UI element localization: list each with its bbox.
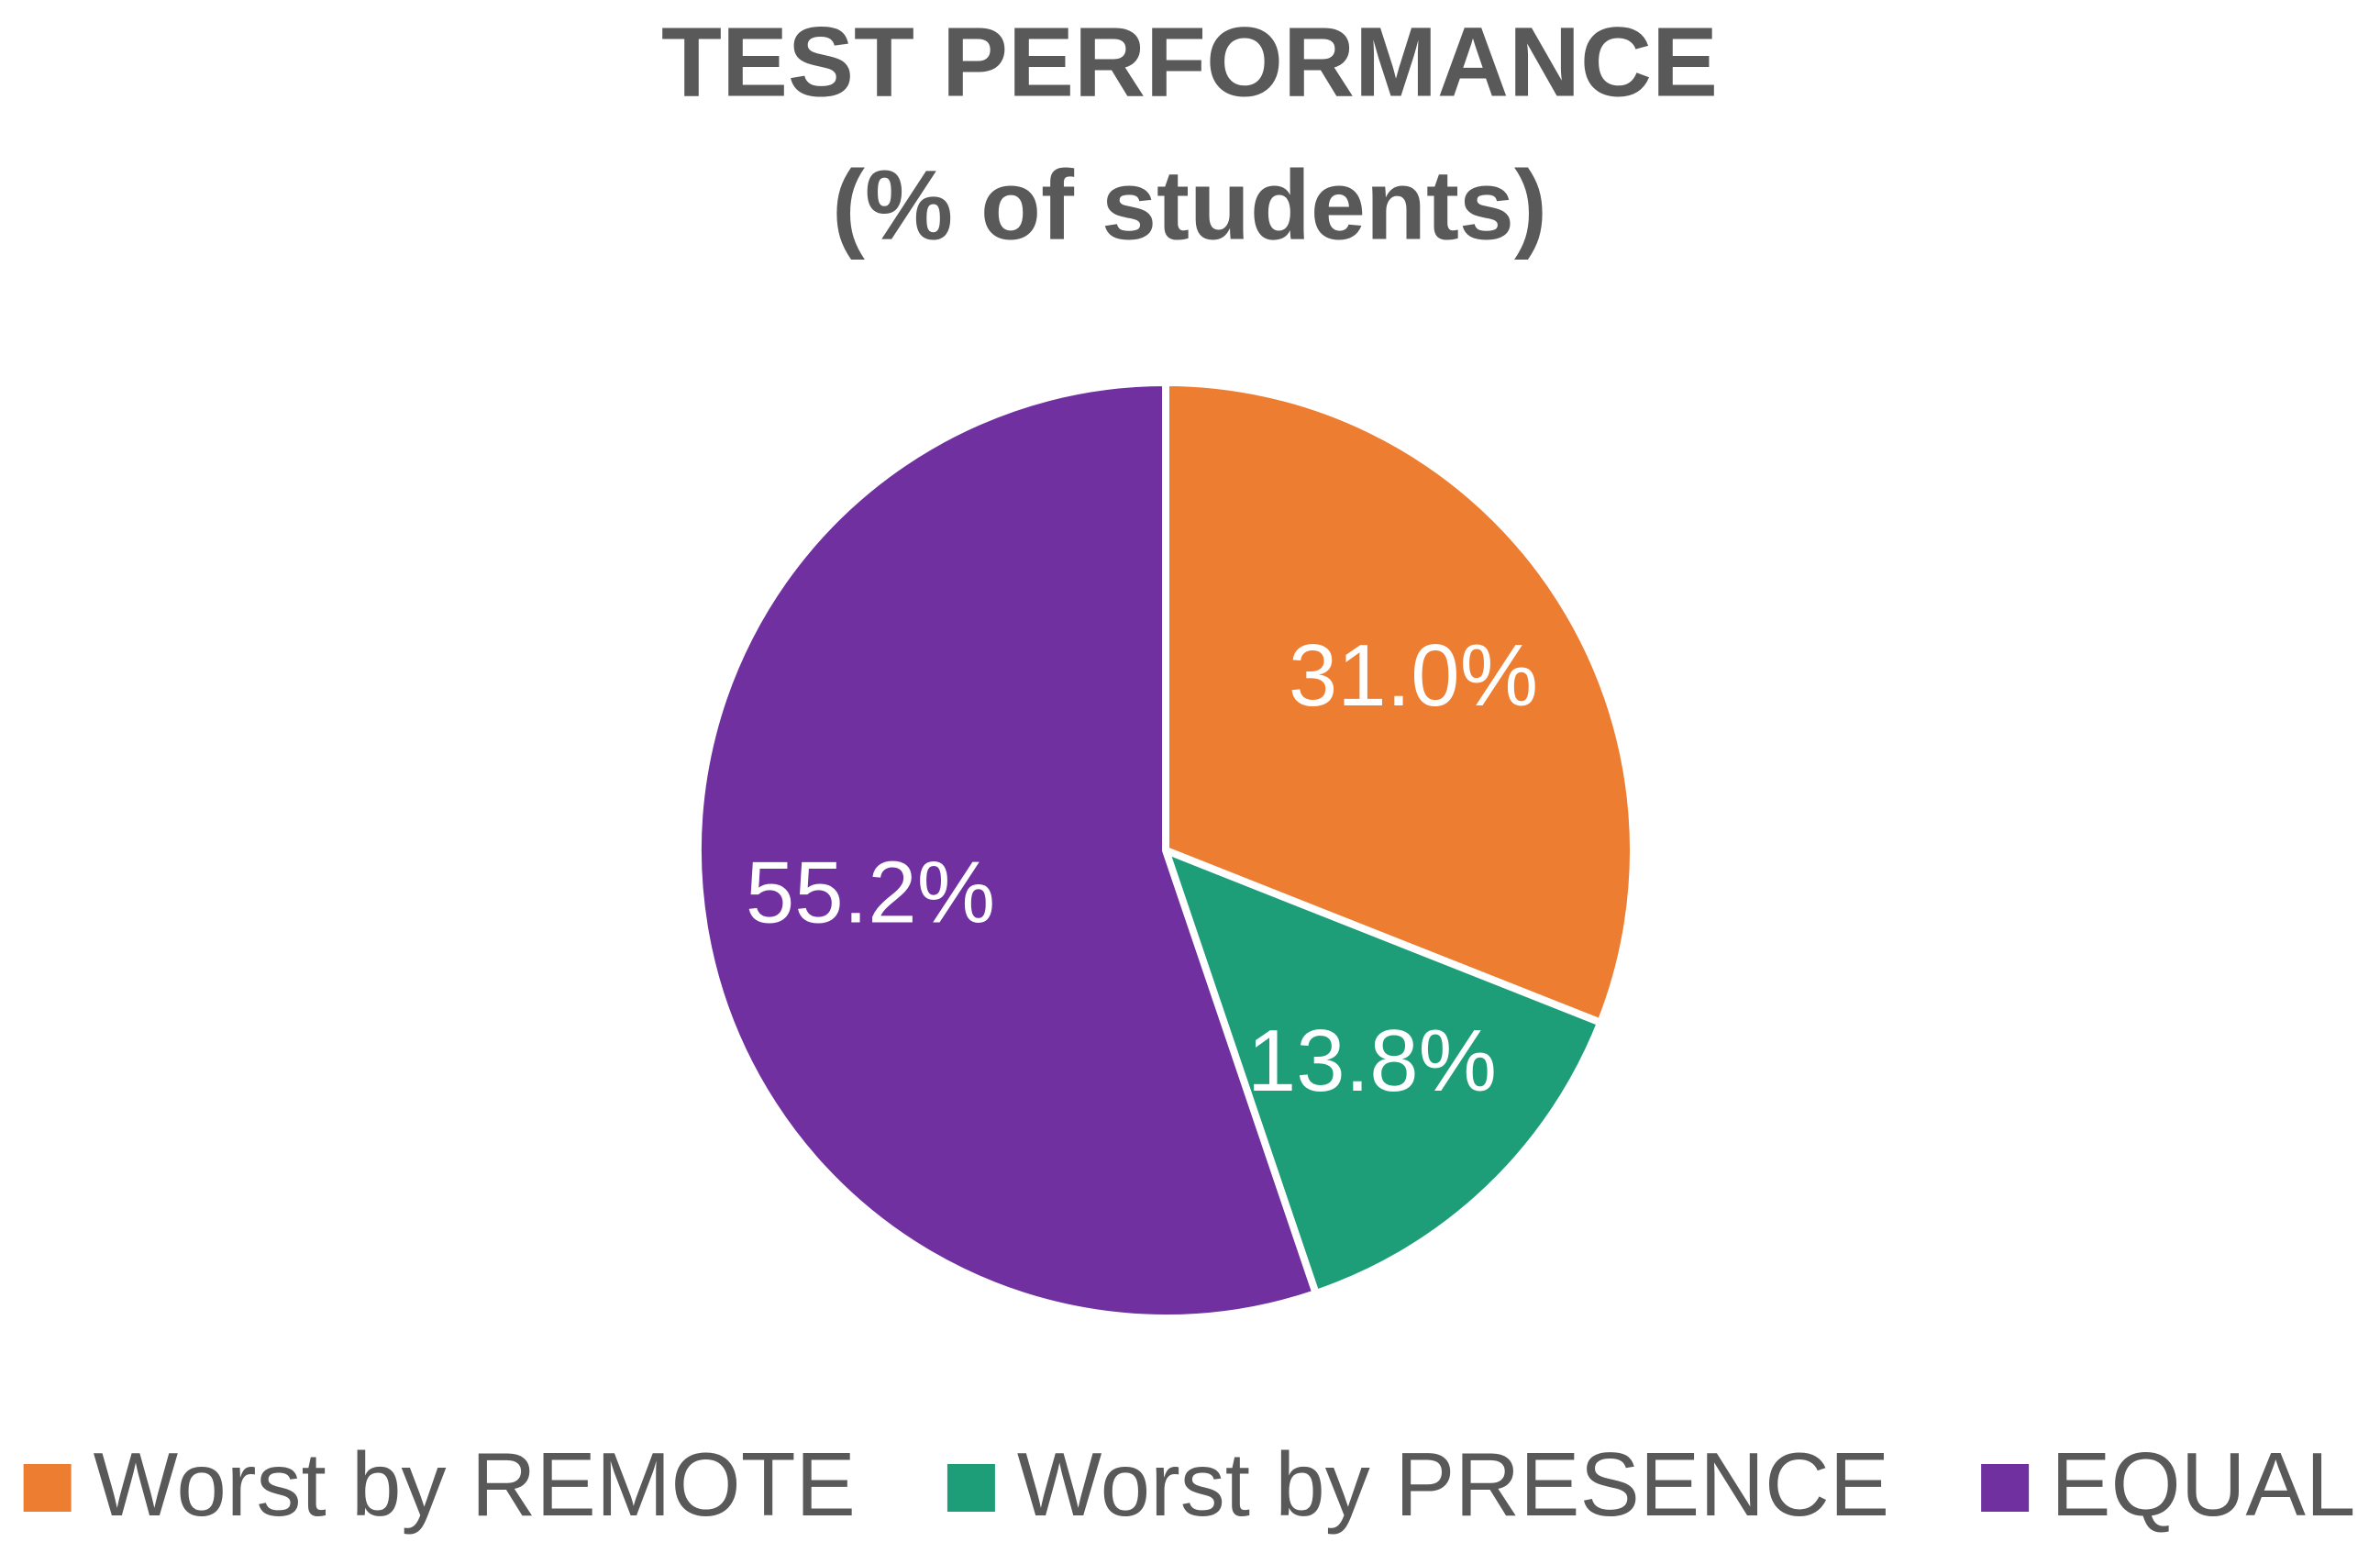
value-label: 31.0%	[1289, 627, 1538, 725]
value-label: 55.2%	[746, 843, 995, 941]
legend-label: EQUAL	[2051, 1434, 2355, 1535]
pie: 31.0% 13.8% 55.2%	[694, 379, 1637, 1322]
legend-swatch	[23, 1464, 72, 1512]
chart-subtitle: (% of students)	[832, 150, 1547, 261]
pie-slice	[1162, 847, 1605, 1298]
legend-label: Worst by REMOTE	[94, 1434, 856, 1535]
value-label: 13.8%	[1247, 1012, 1497, 1110]
pie-slice	[1162, 379, 1637, 1026]
legend-swatch	[1981, 1464, 2030, 1512]
legend: Worst by REMOTE Worst by PRESENCE EQUAL	[23, 1434, 2355, 1535]
legend-label: Worst by PRESENCE	[1017, 1434, 1889, 1535]
chart-title: TEST PERFORMANCE	[661, 6, 1718, 117]
legend-swatch	[946, 1464, 995, 1512]
pie-slice	[694, 379, 1320, 1322]
